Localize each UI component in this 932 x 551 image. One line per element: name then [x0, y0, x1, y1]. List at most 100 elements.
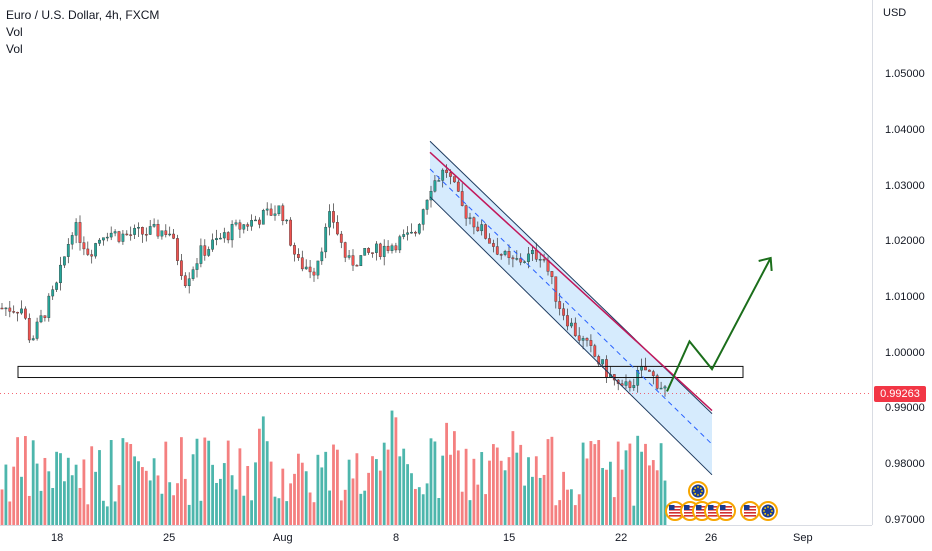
volume-bar	[492, 444, 495, 525]
candle-body	[102, 237, 105, 241]
candle-body	[628, 381, 632, 388]
volume-bar	[199, 500, 203, 525]
eu-flag-icon[interactable]	[758, 501, 778, 521]
candle-body	[273, 213, 277, 216]
volume-bar	[121, 438, 125, 525]
candle-body	[176, 238, 179, 261]
symbol-title[interactable]: Euro / U.S. Dollar, 4h, FXCM	[6, 8, 160, 22]
volume-bar	[355, 453, 359, 525]
volume-bar	[402, 448, 406, 525]
candle-body	[113, 231, 117, 234]
volume-bar	[503, 470, 507, 525]
candle-body	[242, 224, 246, 230]
candle-body	[519, 258, 523, 263]
us-flag-icon[interactable]	[716, 501, 736, 521]
candle-body	[406, 232, 409, 235]
volume-bar	[254, 462, 257, 525]
plot-area[interactable]	[0, 0, 872, 525]
candle-body	[632, 385, 636, 388]
volume-bar	[437, 498, 441, 525]
flag-star	[771, 510, 773, 512]
volume-bar	[425, 483, 429, 525]
volume-bar	[230, 475, 234, 525]
volume-bar	[4, 464, 8, 525]
candle-body	[472, 217, 476, 228]
candle-body	[172, 233, 175, 239]
candle-body	[168, 233, 172, 236]
candle-body	[488, 238, 491, 244]
last-price-tag: 0.99263	[874, 386, 926, 402]
candle-body	[199, 245, 203, 264]
eu-flag-icon[interactable]	[688, 481, 708, 501]
volume-bar	[12, 466, 16, 525]
candle-body	[538, 259, 542, 261]
volume-bar	[601, 467, 604, 525]
volume-bar	[39, 490, 43, 525]
flag-canton	[696, 505, 702, 510]
flag-stripe	[669, 509, 681, 511]
candle-body	[312, 271, 316, 276]
candle-body	[24, 308, 27, 319]
flag-star	[763, 510, 765, 512]
time-scale[interactable]: 18 25 Aug 8 15 22 26 Sep	[0, 525, 872, 551]
candle-body	[464, 205, 468, 219]
candle-body	[148, 226, 152, 235]
candle-body	[640, 366, 643, 371]
projection-arrow-head	[758, 256, 773, 272]
flag-stripe	[696, 515, 708, 517]
candle-body	[449, 172, 452, 177]
volume-bar	[605, 469, 608, 525]
candle-body	[183, 275, 187, 287]
chart-canvas[interactable]	[0, 0, 872, 525]
candle-body	[468, 217, 472, 219]
volume-bar	[511, 431, 515, 525]
candle-body	[390, 245, 394, 251]
flag-stripe	[684, 512, 696, 514]
volume-bar	[488, 460, 491, 525]
candle-body	[180, 260, 183, 276]
price-scale[interactable]: USD 1.05000 1.04000 1.03000 1.02000 1.01…	[872, 0, 932, 526]
candle-body	[51, 289, 55, 297]
volume-bar	[566, 489, 569, 525]
candle-body	[20, 308, 23, 314]
candle-body	[429, 191, 433, 201]
volume-bar	[320, 467, 324, 525]
candle-body	[0, 307, 4, 310]
volume-indicator-label[interactable]: Vol	[6, 42, 23, 56]
flag-stripe	[708, 506, 720, 508]
volume-bar	[554, 505, 558, 525]
flag-stripe	[708, 509, 720, 511]
volume-bar	[86, 504, 90, 525]
volume-bar	[480, 452, 484, 525]
volume-bar	[558, 500, 562, 525]
volume-bar	[359, 493, 363, 525]
volume-bar	[133, 456, 136, 525]
candle-body	[246, 224, 250, 227]
candle-body	[339, 233, 343, 243]
candle-body	[82, 242, 86, 250]
volume-bar	[324, 451, 328, 525]
us-flag-icon[interactable]	[665, 501, 685, 521]
resistance-trendline	[429, 151, 713, 412]
volume-indicator-label[interactable]: Vol	[6, 25, 23, 39]
candle-body	[27, 318, 31, 341]
us-flag-icon[interactable]	[740, 501, 760, 521]
candle-body	[562, 308, 565, 316]
volume-bar	[378, 470, 382, 525]
volume-bar	[66, 457, 70, 525]
volume-bar	[464, 448, 468, 525]
candle-body	[144, 234, 148, 236]
candle-body	[527, 253, 530, 262]
candle-body	[593, 345, 597, 357]
candle-body	[12, 311, 16, 313]
volume-bar	[293, 473, 296, 525]
volume-bar	[195, 438, 199, 525]
candle-body	[203, 245, 207, 256]
flag-stripe	[708, 515, 720, 517]
volume-bar	[203, 437, 207, 525]
candle-body	[597, 356, 601, 365]
volume-bar	[35, 463, 39, 525]
volume-bar	[144, 470, 148, 525]
volume-bar	[98, 450, 101, 525]
candle-body	[343, 242, 347, 258]
